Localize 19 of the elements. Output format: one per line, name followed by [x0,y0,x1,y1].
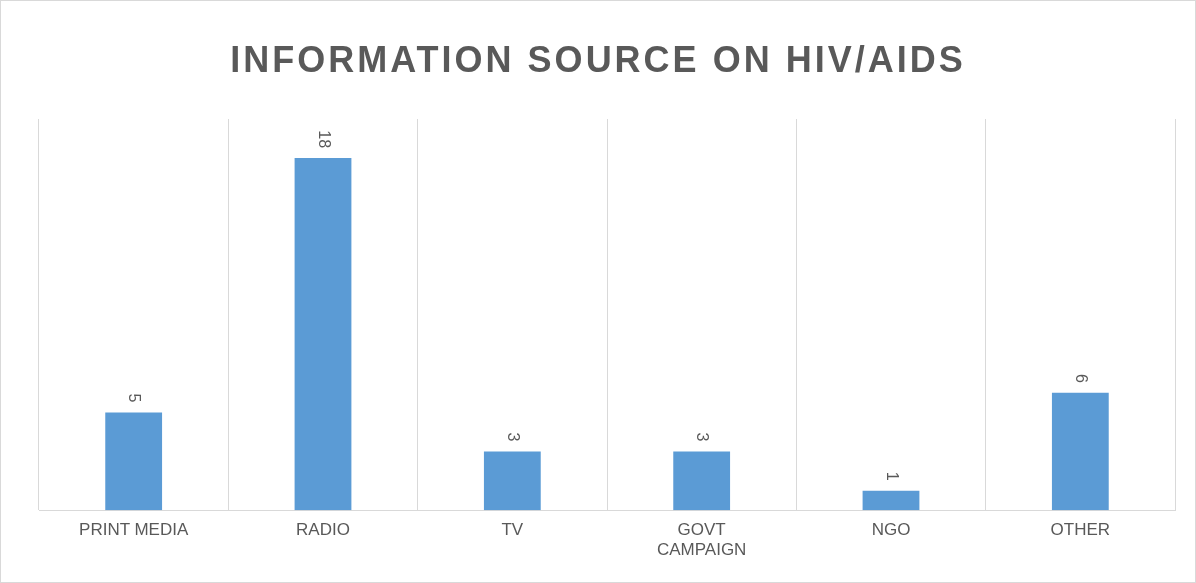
x-tick-label: OTHER [1050,520,1111,540]
bar [105,412,163,511]
data-label: 6 [1072,373,1090,383]
x-tick-label: GOVT CAMPAIGN [656,520,747,560]
chart-title: INFORMATION SOURCE ON HIV/AIDS [229,39,967,81]
data-label: 1 [883,471,901,481]
data-label: 3 [504,432,522,442]
x-tick-label: NGO [871,520,911,540]
data-label: 18 [315,130,333,149]
x-tick-label: RADIO [296,520,350,540]
bar [294,158,352,511]
bar [673,451,731,511]
x-tick-label: PRINT MEDIA [79,520,189,540]
data-label: 5 [126,393,144,403]
bar [862,490,920,511]
data-label: 3 [694,432,712,442]
bar [483,451,541,511]
x-tick-label: TV [501,520,524,540]
bar [1051,392,1109,511]
